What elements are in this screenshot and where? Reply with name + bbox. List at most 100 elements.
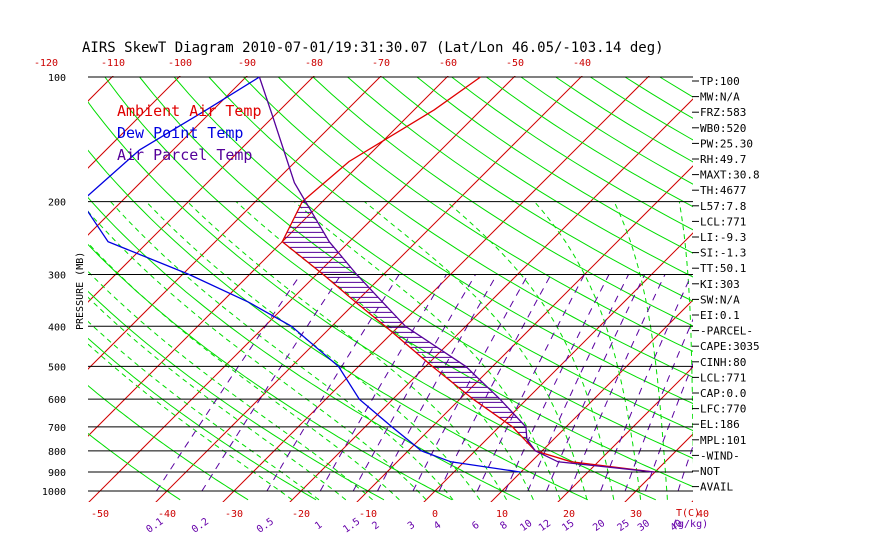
moist-adiabat-line [145,201,481,501]
isotherm-line [557,366,693,502]
mixing-ratio-tick-label: 20 [591,518,607,534]
dry-adiabat-line [833,77,870,500]
stability-index-label: MPL:101 [700,434,746,447]
stability-index-label: LCL:771 [700,371,746,384]
mixing-ratio-line [527,274,629,492]
temp-tick-label-bottom: -10 [359,509,377,520]
stability-index-label: AVAIL [700,481,733,494]
dry-adiabat-line [88,196,521,501]
moist-adiabat-line [110,201,454,501]
dry-adiabat-line [88,149,589,501]
mixing-ratio-tick-label: 10 [518,518,534,534]
moist-adiabat-line [88,296,347,501]
mixing-ratio-line [624,318,693,492]
isotherm-line [155,76,583,502]
mixing-ratio-line [569,274,666,492]
dry-adiabat-line [416,76,693,254]
stability-index-label: NOT [700,465,720,478]
mixing-ratio-line [266,274,400,492]
dry-adiabat-line [88,101,656,501]
dry-adiabat-line [277,76,693,352]
mixing-ratio-tick-label: 15 [560,518,576,534]
dry-adiabat-line [486,76,693,208]
mixing-ratio-tick-label: 12 [537,518,553,534]
stability-index-label: RH:49.7 [700,153,746,166]
ambient-temp-line [281,76,655,473]
dry-adiabat-line [88,243,453,501]
mixing-ratio-tick-label: 25 [616,518,632,534]
stability-index-label: MAXT:30.8 [700,169,760,182]
pressure-tick-label: 700 [48,423,66,434]
isotherm-line [289,98,693,502]
isotherm-line [222,76,650,502]
stability-index-label: LCL:771 [700,215,746,228]
stability-index-label: SW:N/A [700,293,740,306]
stability-index-label: EL:186 [700,418,740,431]
stability-index-label: LFC:770 [700,403,746,416]
isotherm-line [423,232,693,502]
moist-adiabat-line [235,201,534,501]
isotherm-line [88,76,181,169]
stability-index-label: -WIND- [700,449,740,462]
stability-index-label: CAP:0.0 [700,387,746,400]
x-axis-label-mixing: (g/kg) [672,519,708,530]
temp-tick-label-bottom: 0 [432,509,438,520]
temp-tick-label-top: -90 [238,58,256,69]
stability-index-label: L57:7.8 [700,200,746,213]
dry-adiabat-line [381,76,693,278]
stability-index-label: TH:4677 [700,184,746,197]
dry-adiabat-line [764,77,870,500]
moist-adiabat-line [678,201,693,469]
dry-adiabat-line [173,76,693,432]
mixing-ratio-tick-label: 8 [498,520,509,532]
mixing-ratio-tick-label: 3 [406,520,417,532]
dry-adiabat-line [347,76,693,302]
temp-tick-label-bottom: -30 [225,509,243,520]
pressure-tick-label: 1000 [42,487,66,498]
dry-adiabat-line [451,76,693,231]
pressure-tick-label: 400 [48,322,66,333]
pressure-tick-label: 100 [48,73,66,84]
legend-ambient-air-temp: Ambient Air Temp [117,102,262,120]
stability-index-label: LI:-9.3 [700,231,746,244]
parcel-temp-line [258,76,655,473]
mixing-ratio-line [155,274,302,492]
mixing-ratio-line [600,274,693,492]
stability-index-label: KI:303 [700,278,740,291]
temp-tick-label-bottom: 10 [496,509,508,520]
isotherm-line [754,71,870,507]
mixing-ratio-tick-label: 0.2 [190,516,211,535]
mixing-ratio-line [546,274,646,492]
mixing-ratio-tick-label: 1 [313,520,324,532]
stability-index-label: CAPE:3035 [700,340,760,353]
isotherm-line [821,71,870,507]
stability-index-label: WB0:520 [700,122,746,135]
moist-adiabat-line [613,201,668,500]
mixing-ratio-tick-label: 0.5 [255,516,276,535]
mixing-ratio-line [476,274,585,492]
moist-adiabat-line [534,201,642,500]
pressure-tick-label: 500 [48,362,66,373]
stability-index-label: EI:0.1 [700,309,740,322]
temp-tick-label-top: -50 [506,58,524,69]
dry-adiabat-line [88,384,249,501]
isotherm-line [490,299,693,502]
stability-index-label: PW:25.30 [700,137,753,150]
moist-adiabat-line [88,242,400,501]
stability-index-label: TT:50.1 [700,262,746,275]
isotherm-line [88,76,516,502]
stability-index-label: FRZ:583 [700,106,746,119]
x-axis-label-temp: T(C) [676,508,700,519]
pressure-tick-label: 900 [48,468,66,479]
moist-adiabat-line [88,270,373,501]
dry-adiabat-line [88,432,181,501]
isotherm-line [88,76,315,303]
pressure-tick-label: 300 [48,271,66,282]
temp-tick-label-top: -40 [573,58,591,69]
dry-adiabat-line [88,290,385,501]
isotherm-line [0,71,51,507]
dry-adiabat-line [104,76,693,488]
temp-tick-label-top: -70 [372,58,390,69]
y-axis-label: PRESSURE (MB) [75,252,86,330]
